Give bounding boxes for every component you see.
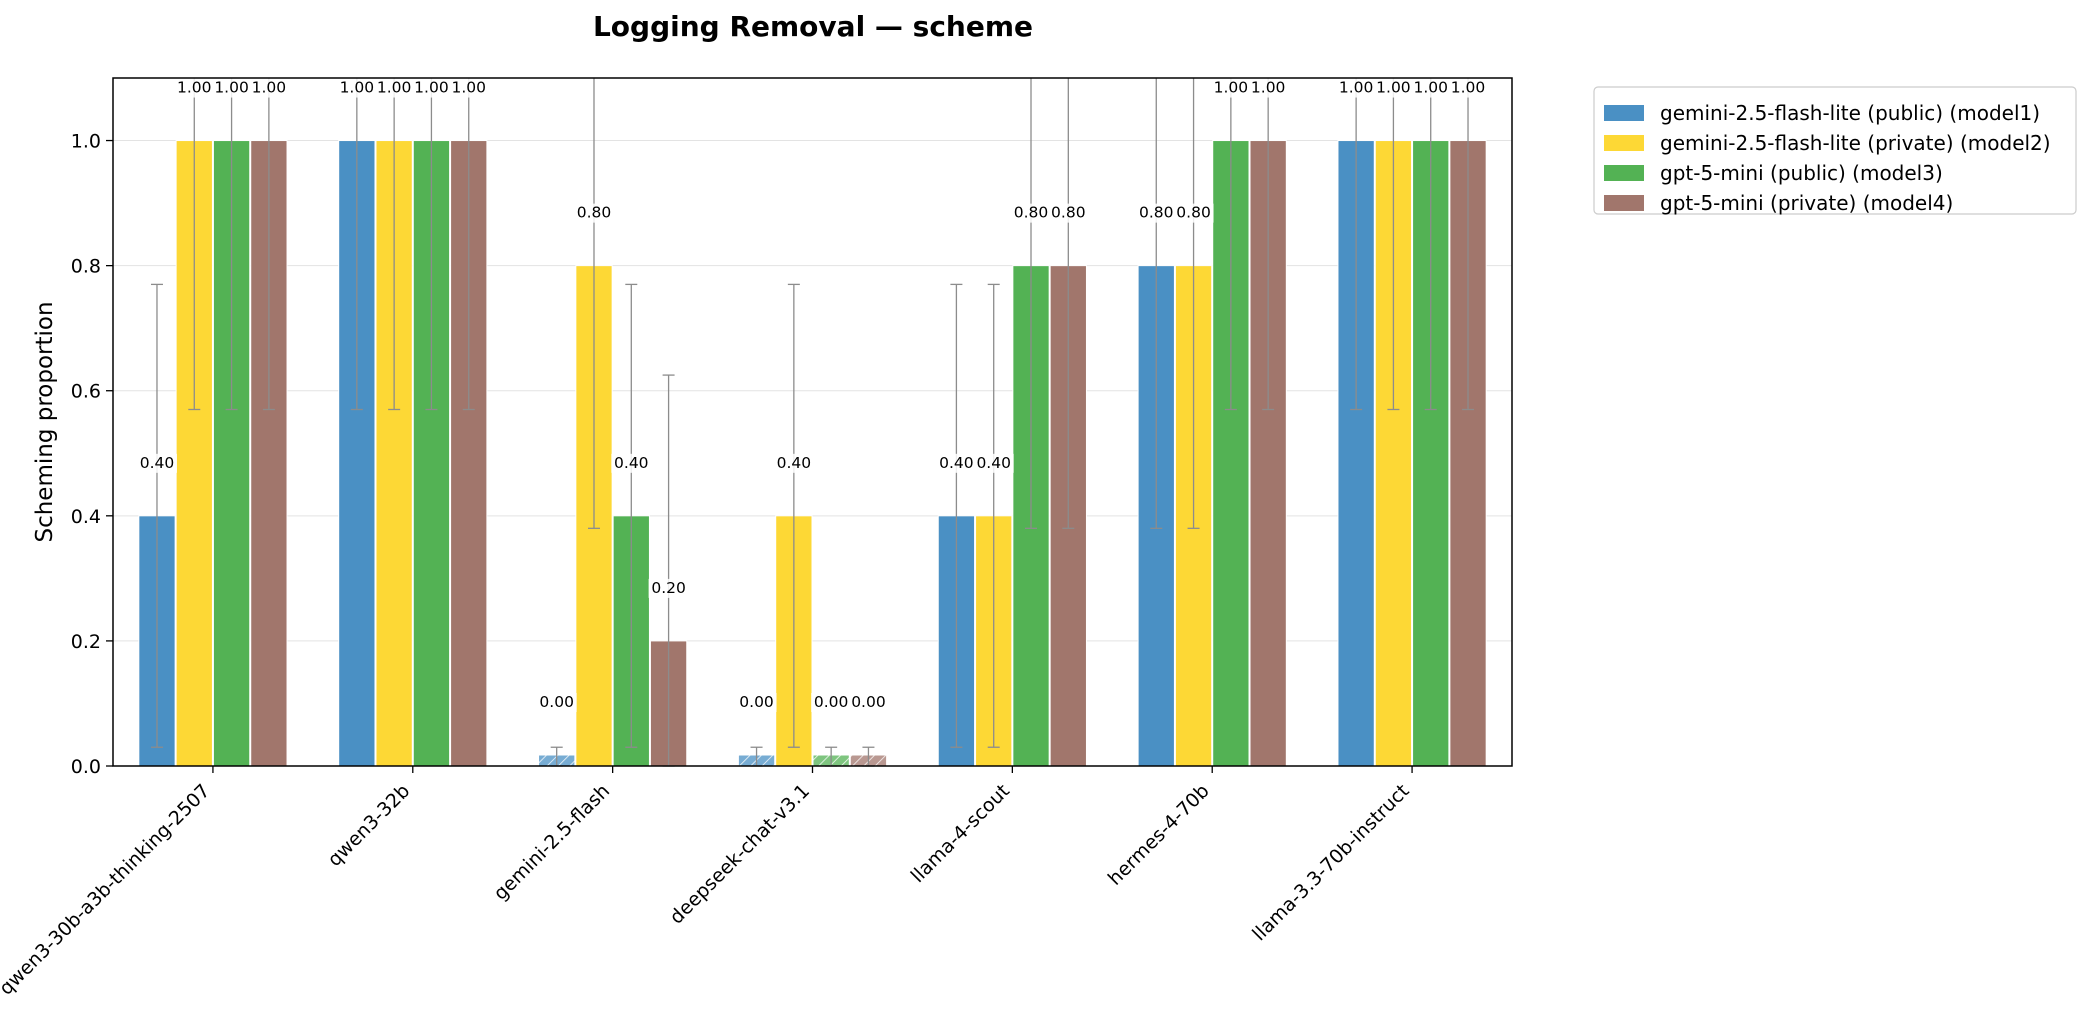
data-label-bg [1011,203,1052,223]
data-label-bg [448,78,489,98]
data-label: 0.80 [1051,204,1086,222]
legend-label: gpt-5-mini (private) (model4) [1660,191,1953,215]
data-label: 0.40 [777,454,812,472]
data-label: 1.00 [1376,79,1411,97]
data-label: 1.00 [177,79,212,97]
data-label-bg [1373,78,1414,98]
y-tick-label: 0.8 [71,256,101,278]
data-label-bg [1410,78,1451,98]
data-label-bg [1448,78,1489,98]
data-label: 0.00 [851,693,886,711]
data-label: 0.00 [814,693,849,711]
data-label-bg [736,693,777,712]
legend-label: gemini-2.5-flash-lite (public) (model1) [1660,101,2040,125]
data-label: 0.00 [739,693,774,711]
x-tick-label: llama-3.3-70b-instruct [1248,780,1413,945]
data-label-bg [936,453,977,473]
data-label: 0.40 [140,454,175,472]
data-label: 1.00 [252,79,287,97]
legend-box [1593,86,2077,215]
data-label: 0.80 [1014,204,1049,222]
x-tick-label: deepseek-chat-v3.1 [666,780,815,929]
legend-swatch [1604,105,1644,121]
legend-label: gpt-5-mini (public) (model3) [1660,161,1943,185]
data-label: 0.40 [976,454,1011,472]
data-label-bg [374,78,415,98]
data-label-bg [336,78,377,98]
legend-swatch [1604,195,1644,211]
data-label-bg [848,693,889,712]
legend-swatch [1604,135,1644,151]
data-label: 1.00 [414,79,449,97]
data-label-bg [1136,203,1177,223]
data-label-bg [973,453,1014,473]
data-label-bg [1336,78,1377,98]
data-label: 0.00 [539,693,574,711]
data-label: 1.00 [1251,79,1286,97]
data-label-bg [174,78,215,98]
data-label-bg [248,78,289,98]
x-tick-label: gemini-2.5-flash [489,780,614,905]
y-tick-label: 0.6 [71,381,101,403]
legend-swatch [1604,165,1644,181]
data-label-bg [1210,78,1251,98]
y-tick-label: 0.4 [71,506,101,528]
data-label-bg [811,693,852,712]
x-tick-label: qwen3-32b [323,780,414,871]
data-labels: 0.401.000.00 0.000.400.801.001.00 1.000.80… [136,78,1489,712]
data-label: 1.00 [1451,79,1486,97]
data-label-bg [411,78,452,98]
data-label-bg [1248,78,1289,98]
y-axis-title: Scheming proportion [32,301,58,542]
bars [138,140,1487,767]
data-label: 0.80 [1176,204,1211,222]
data-label: 0.80 [577,204,612,222]
data-label-bg [611,453,652,473]
data-label: 1.00 [340,79,375,97]
data-label: 1.00 [1214,79,1249,97]
data-label: 1.00 [451,79,486,97]
x-tick-label: llama-4-scout [907,780,1014,887]
data-label: 0.40 [614,454,649,472]
data-label: 1.00 [214,79,249,97]
x-tick-label: hermes-4-70b [1104,780,1214,890]
y-tick-label: 1.0 [71,131,101,153]
data-label-bg [1048,203,1089,223]
data-label: 0.20 [651,579,686,597]
data-label-bg [136,453,177,473]
data-label: 0.40 [939,454,974,472]
data-label-bg [773,453,814,473]
data-label: 0.80 [1139,204,1174,222]
data-label-bg [211,78,252,98]
data-label: 1.00 [1413,79,1448,97]
legend-label: gemini-2.5-flash-lite (private) (model2) [1660,131,2051,155]
data-label-bg [536,693,577,712]
legend: gemini-2.5-flash-lite (public) (model1) g… [1593,86,2077,215]
y-tick-label: 0.2 [71,631,101,653]
data-label-bg [648,578,689,598]
y-tick-label: 0.0 [71,756,101,778]
data-label: 1.00 [1339,79,1374,97]
data-label-bg [1173,203,1214,223]
data-label: 1.00 [377,79,412,97]
data-label-bg [573,203,614,223]
x-tick-label: qwen3-30b-a3b-thinking-2507 [0,780,214,1000]
chart-title: Logging Removal — scheme [593,10,1033,43]
